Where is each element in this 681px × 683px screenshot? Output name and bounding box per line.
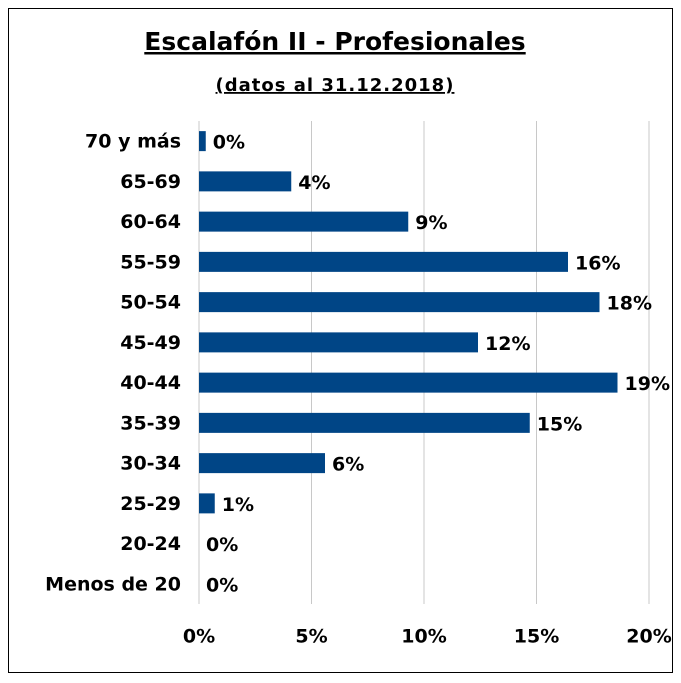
y-tick-label: 40-44	[120, 372, 181, 394]
value-label: 1%	[222, 494, 254, 516]
value-label: 18%	[607, 293, 652, 315]
y-tick-label: 45-49	[120, 332, 181, 354]
y-tick-label: 35-39	[120, 412, 181, 434]
bar	[199, 332, 478, 353]
bar	[199, 453, 325, 474]
value-label: 0%	[213, 132, 245, 154]
bar	[199, 372, 618, 393]
value-label: 6%	[332, 454, 364, 476]
bar	[199, 171, 292, 192]
y-tick-label: Menos de 20	[45, 573, 181, 595]
x-tick-label: 15%	[514, 626, 559, 648]
x-tick-label: 0%	[183, 626, 215, 648]
bar	[199, 131, 206, 152]
x-tick-label: 10%	[401, 626, 446, 648]
y-tick-label: 60-64	[120, 211, 181, 233]
bar	[199, 493, 215, 514]
value-label: 4%	[298, 172, 330, 194]
y-tick-label: 20-24	[120, 533, 181, 555]
bar	[199, 251, 568, 272]
y-tick-label: 25-29	[120, 493, 181, 515]
y-tick-label: 55-59	[120, 251, 181, 273]
y-tick-label: 30-34	[120, 453, 181, 475]
chart-subtitle: (datos al 31.12.2018)	[216, 75, 455, 96]
chart-title: Escalafón II - Profesionales	[144, 27, 525, 56]
x-tick-label: 20%	[626, 626, 671, 648]
value-label: 15%	[537, 413, 582, 435]
bar	[199, 412, 530, 433]
value-label: 9%	[415, 212, 447, 234]
bar	[199, 292, 600, 313]
y-tick-label: 50-54	[120, 292, 181, 314]
y-tick-label: 65-69	[120, 171, 181, 193]
value-label: 0%	[206, 534, 238, 556]
value-label: 16%	[575, 252, 620, 274]
y-tick-label: 70 y más	[85, 131, 181, 153]
value-label: 19%	[625, 373, 670, 395]
x-tick-label: 5%	[295, 626, 327, 648]
bar	[199, 211, 409, 232]
value-label: 0%	[206, 574, 238, 596]
value-label: 12%	[485, 333, 530, 355]
